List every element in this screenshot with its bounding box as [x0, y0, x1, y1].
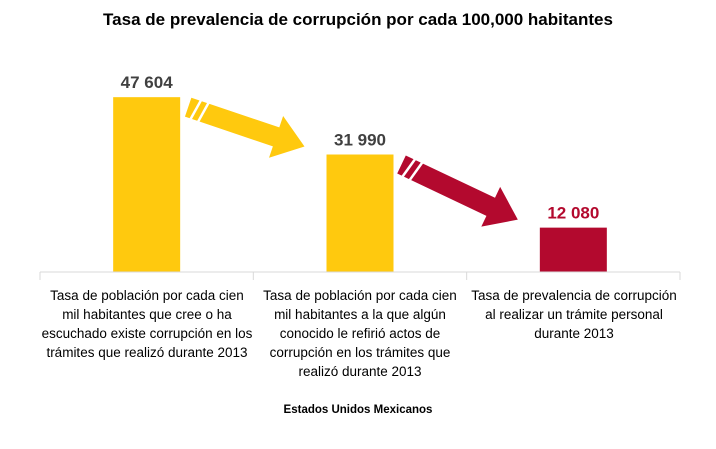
- value-labels-layer: 47 604 31 990 12 080: [121, 73, 600, 222]
- chart-title: Tasa de prevalencia de corrupción por ca…: [103, 10, 613, 29]
- bar-3: [539, 227, 607, 272]
- trend-arrow-2: [397, 155, 518, 227]
- trend-arrow-1: [184, 97, 305, 158]
- bars-layer: [113, 97, 607, 273]
- arrows-layer: [184, 97, 518, 227]
- category-label-3: Tasa de prevalencia de corrupción al rea…: [471, 288, 677, 341]
- x-axis-label: Estados Unidos Mexicanos: [283, 404, 433, 416]
- bar-2: [326, 154, 394, 272]
- category-label-2: Tasa de población por cada cien mil habi…: [263, 288, 457, 379]
- value-label-2: 31 990: [334, 131, 386, 150]
- category-label-1: Tasa de población por cada cien mil habi…: [41, 288, 253, 360]
- x-ticks-layer: [39, 272, 681, 280]
- value-label-1: 47 604: [121, 73, 174, 92]
- value-label-3: 12 080: [547, 204, 599, 223]
- bar-1: [113, 97, 181, 273]
